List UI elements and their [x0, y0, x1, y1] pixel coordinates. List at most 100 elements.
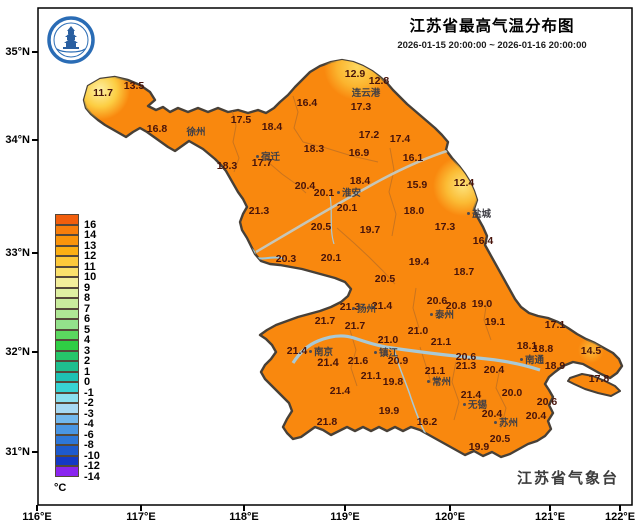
legend-color-band — [55, 413, 79, 424]
temp-value: 19.9 — [378, 405, 400, 417]
temp-value: 18.4 — [349, 175, 371, 187]
y-axis-tick — [32, 51, 38, 53]
x-axis-label: 120°E — [434, 511, 466, 523]
temp-value: 20.1 — [336, 202, 358, 214]
temp-value: 17.1 — [544, 319, 566, 331]
city-label: 南京 — [308, 344, 334, 358]
temp-value: 21.4 — [317, 357, 339, 369]
city-name: 常州 — [431, 377, 452, 388]
temp-value: 16.9 — [348, 147, 370, 159]
legend-tick-label: -4 — [84, 418, 94, 430]
canal-north — [329, 195, 335, 245]
temp-value: 18.1 — [516, 340, 538, 352]
legend-color-band — [55, 424, 79, 435]
y-axis-label: 35°N — [5, 46, 30, 58]
x-axis-tick — [140, 505, 142, 511]
temp-value: 21.0 — [407, 325, 429, 337]
temp-value: 21.3 — [339, 301, 361, 313]
city-name: 宿迁 — [260, 152, 281, 163]
temp-value: 18.8 — [532, 343, 554, 355]
valid-period: 2026-01-15 20:00:00 ~ 2026-01-16 20:00:0… — [397, 40, 587, 51]
temp-value: 20.4 — [525, 410, 547, 422]
legend-tick-label: -8 — [84, 439, 94, 451]
yangtze-river — [291, 334, 541, 372]
legend-tick-label: -3 — [84, 407, 94, 420]
y-axis-tick — [32, 139, 38, 141]
city-name: 连云港 — [351, 88, 381, 99]
temp-value: 20.4 — [481, 408, 503, 420]
legend-tick-label: 7 — [84, 302, 91, 315]
x-axis-label: 122°E — [604, 511, 636, 523]
legend-color-band — [55, 214, 79, 225]
legend-tick-label: -1 — [84, 386, 94, 399]
temp-value: 12.9 — [344, 68, 366, 80]
temp-value: 20.5 — [489, 433, 511, 445]
temp-value: 17.7 — [251, 157, 273, 169]
y-axis-tick — [32, 351, 38, 353]
cool-spot-lianyungang — [324, 60, 390, 100]
city-marker-dot — [493, 420, 497, 424]
pagoda-icon — [63, 26, 79, 49]
plot-frame — [37, 7, 633, 506]
legend-tick-label: 12 — [84, 250, 97, 262]
legend-tick-label: 9 — [84, 281, 91, 294]
temp-value: 16.4 — [296, 97, 318, 109]
legend-color-band — [55, 455, 79, 466]
temp-value: 17.4 — [389, 133, 411, 145]
grand-canal-south — [393, 348, 430, 441]
city-label: 苏州 — [493, 415, 519, 429]
legend-unit: °C — [54, 482, 67, 494]
legend-color-band — [55, 340, 79, 351]
temp-value: 18.4 — [261, 121, 283, 133]
city-label: 镇江 — [373, 345, 398, 359]
temp-value: 21.1 — [424, 365, 446, 377]
city-marker-dot — [519, 357, 523, 361]
legend-color-band — [55, 308, 79, 319]
temp-value: 20.9 — [387, 355, 409, 367]
city-name: 南京 — [313, 347, 334, 358]
temp-value: 20.1 — [320, 252, 342, 264]
old-yellow-river — [255, 148, 451, 254]
temp-value: 20.6 — [455, 351, 477, 363]
temp-value: 18.3 — [216, 160, 238, 172]
legend-color-band — [55, 350, 79, 361]
city-label: 宿迁 — [255, 149, 281, 163]
city-marker-dot — [255, 154, 259, 158]
temp-value: 18.7 — [453, 266, 475, 278]
x-axis-tick — [449, 505, 451, 511]
legend-tick-label: 6 — [84, 313, 91, 325]
city-label: 徐州 — [186, 124, 205, 138]
x-axis-tick — [243, 505, 245, 511]
legend-color-band — [55, 256, 79, 267]
legend-tick-label: -2 — [84, 397, 94, 409]
legend-tick-label: 2 — [84, 355, 91, 367]
x-axis-tick — [36, 505, 38, 511]
city-label: 南通 — [519, 352, 544, 366]
y-axis-label: 34°N — [5, 134, 30, 146]
city-name: 苏州 — [498, 418, 519, 429]
legend-tick-label: 11 — [84, 260, 96, 273]
city-marker-dot — [373, 350, 377, 354]
temp-value: 20.6 — [426, 295, 448, 307]
temp-value: 16.1 — [402, 152, 424, 164]
legend-color-band — [55, 403, 79, 414]
y-axis-label: 33°N — [5, 247, 30, 259]
temp-value: 20.6 — [536, 396, 558, 408]
city-boundaries — [231, 95, 507, 429]
temp-value: 21.1 — [360, 370, 382, 382]
city-name: 泰州 — [434, 310, 455, 321]
city-label: 连云港 — [352, 85, 381, 99]
legend-tick-label: 3 — [84, 344, 91, 357]
temp-value: 21.4 — [460, 389, 482, 401]
legend-color-band — [55, 287, 79, 298]
temp-value: 12.4 — [453, 177, 475, 189]
legend-tick-label: 13 — [84, 239, 97, 252]
y-axis-tick — [32, 451, 38, 453]
temp-value: 14.5 — [580, 345, 602, 357]
city-marker-dot — [308, 349, 312, 353]
legend-color-band — [55, 245, 79, 256]
temp-value: 17.8 — [588, 373, 610, 385]
legend-color-band — [55, 392, 79, 403]
temp-value: 20.0 — [501, 387, 523, 399]
